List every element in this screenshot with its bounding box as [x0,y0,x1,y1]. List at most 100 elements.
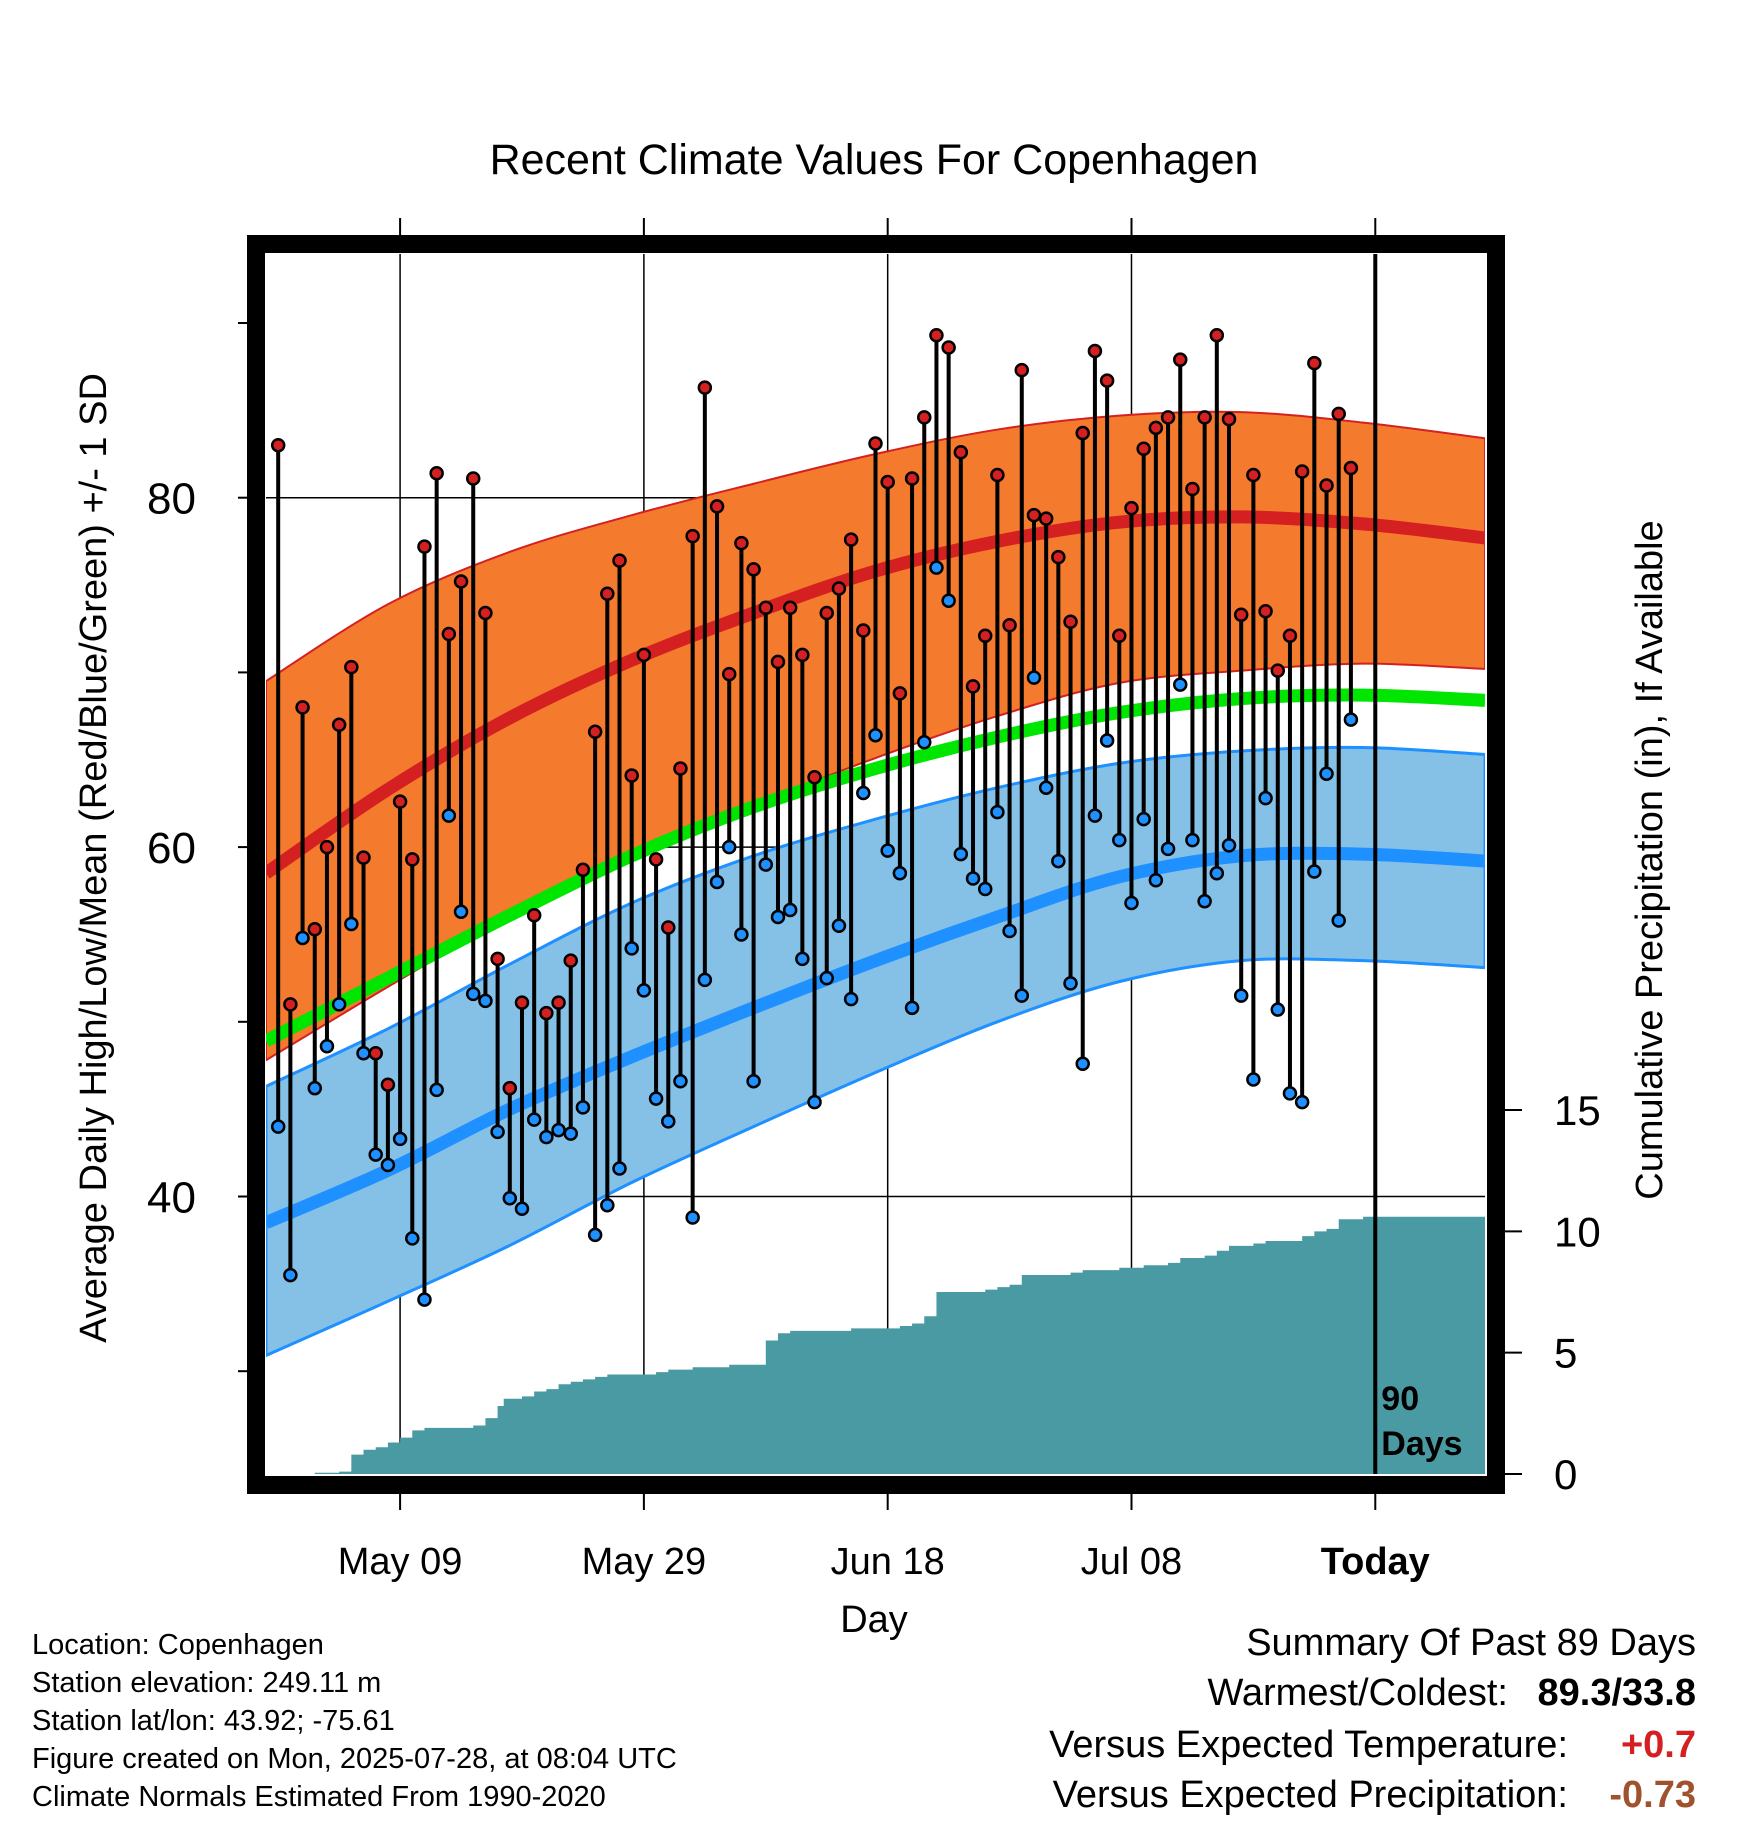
daily-low-point [953,846,969,862]
daily-low-point [843,991,859,1007]
daily-low-point [1282,1086,1298,1101]
summary-heading: Summary Of Past 89 Days [1246,1622,1696,1664]
daily-low-point [526,1112,542,1127]
daily-low-point [1233,988,1249,1003]
daily-low-point [1270,1002,1286,1017]
daily-low-point [892,866,908,881]
daily-high-point [478,605,493,621]
daily-high-point [587,724,603,740]
today-marker-label: Days [1381,1425,1462,1463]
station-info: Location: Copenhagen Station elevation: … [32,1626,677,1816]
daily-high-point [1343,460,1359,476]
daily-high-point [1051,549,1066,565]
daily-high-point [1185,481,1200,497]
daily-low-point [392,1131,408,1147]
daily-high-point [941,340,956,355]
daily-high-point [1063,614,1078,629]
daily-low-point [636,983,652,998]
daily-low-point [856,785,871,801]
daily-high-point [624,768,639,783]
daily-high-point [563,953,578,968]
daily-low-point [758,857,774,872]
daily-high-point [782,600,798,616]
daily-low-point [709,874,725,890]
daily-high-point [721,666,737,682]
daily-low-point [478,993,493,1009]
daily-low-point [356,1045,371,1061]
daily-low-point [575,1100,591,1115]
daily-low-point [319,1039,335,1054]
daily-high-point [1112,628,1127,643]
daily-low-point [1185,832,1200,848]
daily-high-point [307,921,323,937]
daily-low-point [1087,808,1103,823]
daily-low-point [929,560,944,575]
x-tick-label: Jul 08 [1081,1541,1182,1583]
daily-low-point [1197,894,1212,909]
daily-high-point [734,535,749,551]
daily-high-point [344,659,359,675]
daily-low-point [917,735,932,750]
daily-low-point [600,1197,615,1213]
daily-low-point [721,839,737,855]
daily-low-point [1307,864,1322,879]
temp-label: Versus Expected Temperature: [1049,1724,1568,1766]
y-tick-label: 80 [147,475,196,524]
daily-high-point [1197,410,1212,425]
daily-high-point [661,920,676,935]
daily-high-point [356,850,371,865]
daily-high-point [392,794,408,809]
daily-high-point [1075,425,1090,441]
daily-high-point [831,581,847,596]
daily-high-point [904,471,920,486]
x-tick-label: Jun 18 [831,1541,945,1583]
daily-low-point [368,1147,383,1162]
daily-low-point [941,593,956,609]
warm-cold-label: Warmest/Coldest: [1207,1672,1508,1714]
daily-low-point [904,1000,920,1016]
daily-high-point [856,623,871,638]
daily-high-point [795,647,810,663]
daily-low-point [1148,873,1164,888]
daily-low-point [1331,913,1346,928]
daily-low-point [1246,1072,1261,1087]
daily-high-point [917,410,932,425]
daily-high-point [405,852,420,867]
plot-clip-group: 90 Days [266,254,1485,1474]
daily-high-point [1002,617,1017,633]
daily-high-point [1136,441,1151,457]
daily-low-point [1014,988,1030,1003]
daily-low-point [661,1114,676,1129]
daily-high-point [880,474,895,490]
daily-low-point [819,970,834,986]
daily-high-point [770,654,786,670]
daily-high-point [526,907,542,923]
daily-high-point [990,467,1005,483]
daily-low-point [868,728,883,743]
daily-high-point [1233,607,1249,622]
daily-low-point [563,1126,578,1141]
daily-high-point [612,553,627,568]
daily-high-point [1258,604,1273,619]
daily-high-point [465,471,481,486]
daily-low-point [1002,923,1017,939]
daily-low-point [977,881,993,897]
daily-high-point [697,380,713,395]
daily-low-point [795,951,810,967]
y2-tick-label: 15 [1554,1087,1601,1134]
y2-tick-label: 10 [1554,1208,1601,1255]
x-tick-label: May 29 [582,1541,707,1583]
temp-value: +0.7 [1620,1724,1696,1766]
daily-high-point [1124,500,1139,516]
daily-high-point [929,327,944,343]
plot-frame [247,235,1505,1494]
warm-cold-value: 89.3/33.8 [1537,1672,1696,1714]
elevation-line: Station elevation: 249.11 m [32,1667,382,1699]
daily-high-point [1014,362,1030,378]
daily-high-point [1160,410,1176,425]
daily-low-point [514,1201,530,1216]
precip-value: -0.73 [1609,1774,1696,1816]
daily-high-point [1319,478,1334,493]
daily-low-point [465,986,481,1002]
